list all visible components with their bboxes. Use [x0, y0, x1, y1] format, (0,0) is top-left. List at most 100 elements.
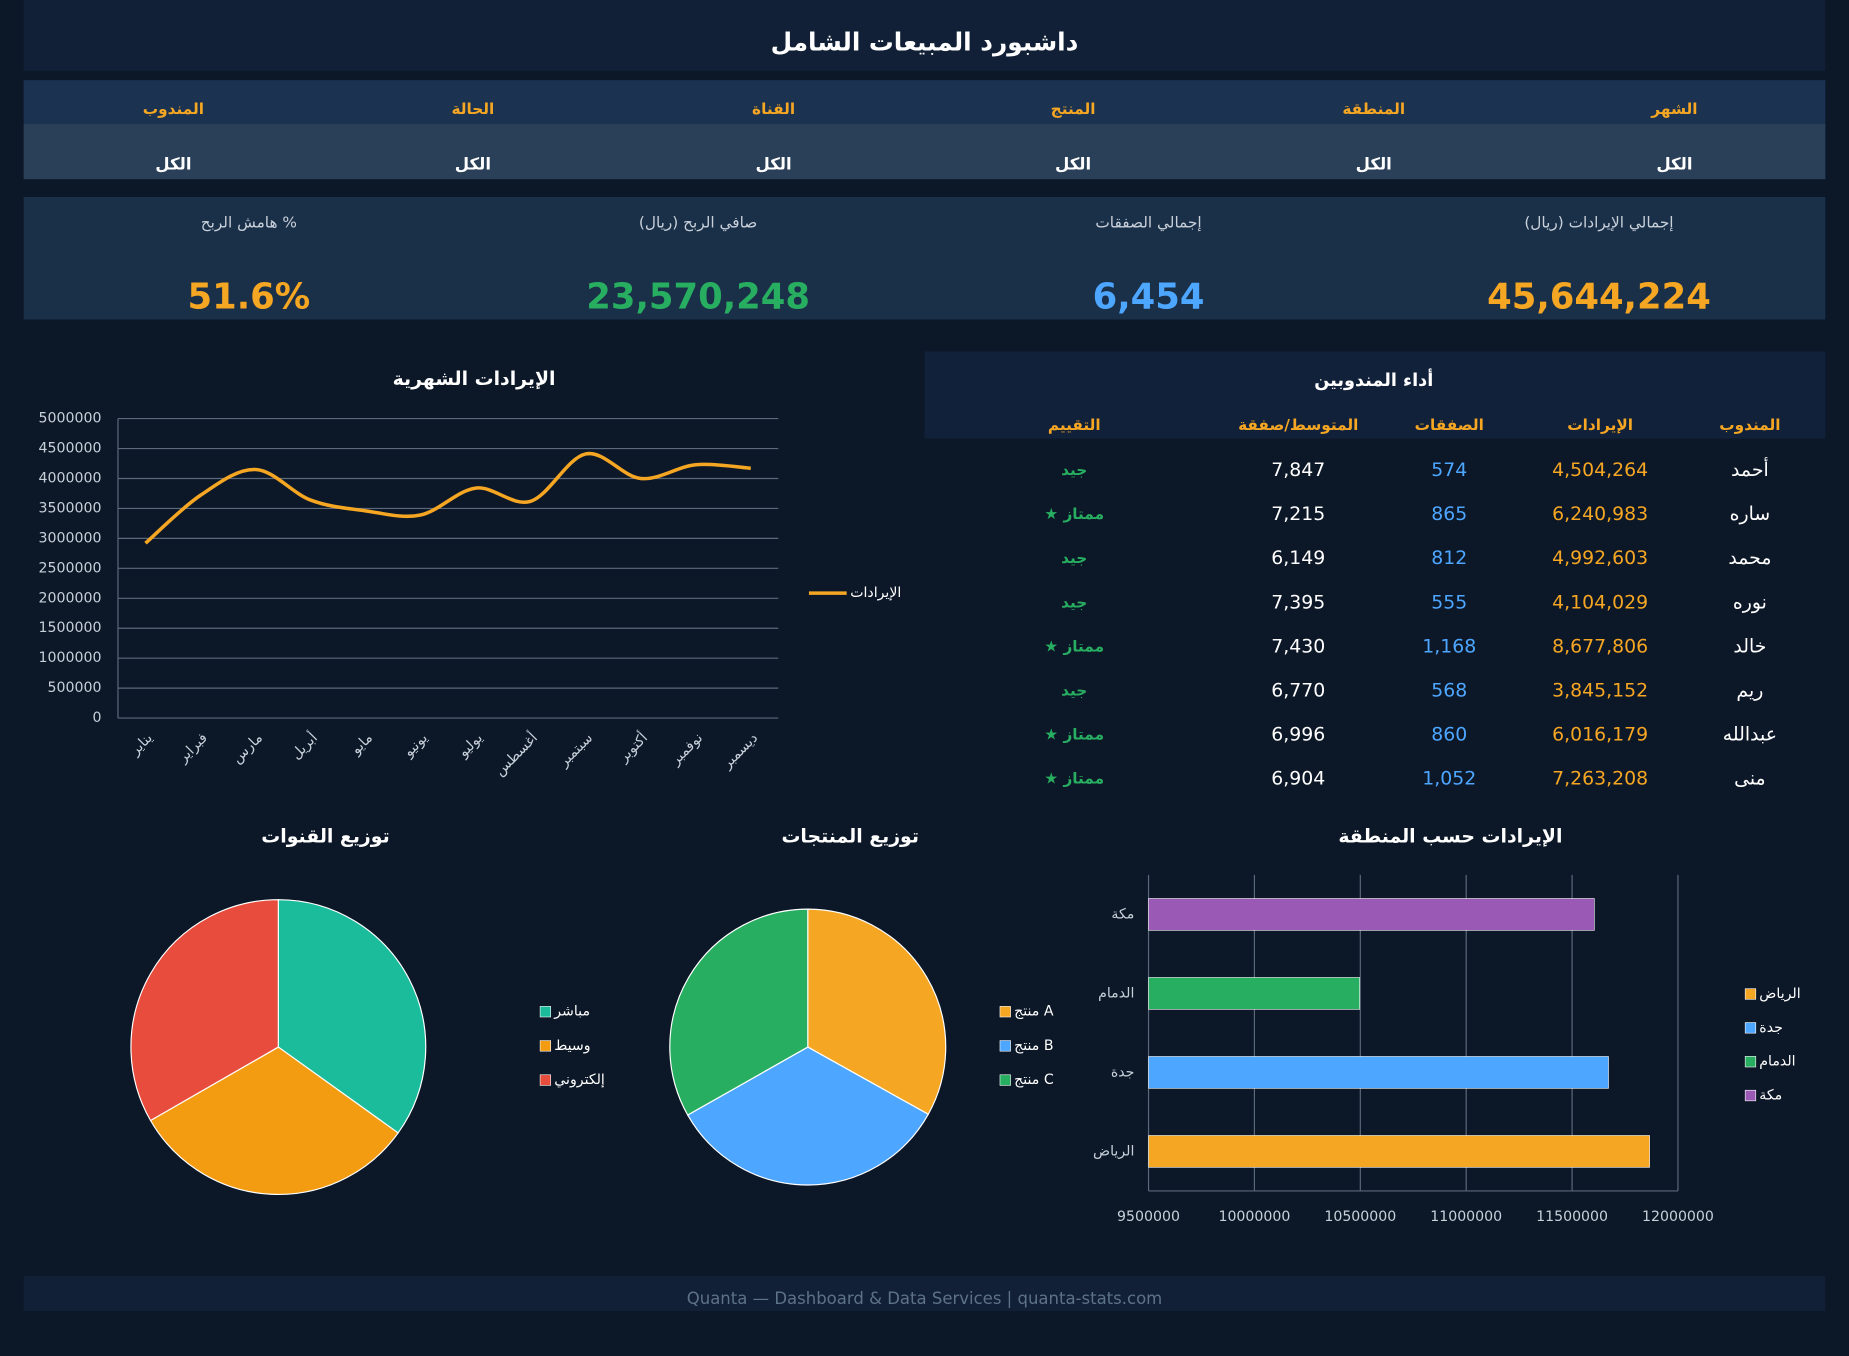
y-tick-label: 3000000	[39, 530, 102, 546]
table-cell: ممتاز ★	[1044, 505, 1104, 523]
table-cell: عبدالله	[1723, 724, 1777, 746]
x-tick-label: 10500000	[1324, 1209, 1396, 1225]
bar	[1148, 898, 1595, 931]
table-cell: 568	[1431, 679, 1467, 701]
legend-label: الإيرادات	[850, 585, 901, 601]
table-cell: 6,016,179	[1552, 724, 1648, 746]
legend-label: وسيط	[554, 1038, 590, 1054]
kpi-label: إجمالي الإيرادات (ريال)	[1524, 213, 1673, 232]
legend-label: مباشر	[553, 1004, 590, 1020]
page-title: داشبورد المبيعات الشامل	[771, 28, 1079, 58]
pie-slice	[807, 908, 947, 1116]
legend-swatch	[1744, 988, 1757, 1000]
x-tick-label: 10000000	[1218, 1209, 1290, 1225]
table-cell: ريم	[1736, 679, 1763, 701]
filter-label: المنطقة	[1342, 100, 1405, 118]
bar	[1148, 977, 1360, 1010]
table-cell: 1,052	[1422, 768, 1476, 790]
table-cell: 6,996	[1271, 724, 1325, 746]
filter-label: القناة	[752, 100, 795, 118]
table-cell: جيد	[1061, 549, 1087, 567]
legend-swatch	[999, 1006, 1011, 1018]
filter-value[interactable]: الكل	[1055, 155, 1091, 174]
table-header-panel	[924, 351, 1826, 439]
filter-value[interactable]: الكل	[1356, 155, 1392, 174]
table-cell: 8,677,806	[1552, 635, 1648, 657]
kpi-label: إجمالي الصفقات	[1095, 213, 1201, 232]
legend-swatch	[539, 1040, 552, 1052]
table-cell: جيد	[1061, 593, 1087, 611]
line-series	[144, 451, 751, 545]
table-cell: 6,240,983	[1552, 503, 1648, 525]
y-tick-label: الدمام	[1098, 985, 1134, 1001]
legend-swatch	[999, 1074, 1011, 1086]
table-cell: ممتاز ★	[1044, 770, 1104, 788]
y-tick-label: مكة	[1111, 906, 1134, 922]
legend-swatch	[539, 1074, 552, 1086]
table-cell: 7,430	[1271, 635, 1325, 657]
filter-label: المندوب	[143, 100, 204, 118]
table-title: أداء المندوبين	[1314, 368, 1433, 391]
table-cell: جيد	[1061, 461, 1087, 479]
table-cell: جيد	[1061, 681, 1087, 699]
footer-bar	[23, 1275, 1826, 1312]
x-tick-label: 11500000	[1536, 1209, 1608, 1225]
y-tick-label: الرياض	[1093, 1143, 1134, 1159]
kpi-value: 51.6%	[188, 276, 311, 317]
pie-slice	[130, 899, 279, 1122]
y-tick-label: 1000000	[39, 650, 102, 666]
table-cell: 4,992,603	[1552, 547, 1648, 569]
legend-label: منتج C	[1014, 1072, 1054, 1088]
legend-label: الدمام	[1759, 1054, 1795, 1070]
y-tick-label: 1500000	[39, 620, 102, 636]
x-tick-label: 12000000	[1642, 1209, 1714, 1225]
kpi-value: 6,454	[1093, 276, 1205, 317]
legend-label: جدة	[1759, 1020, 1783, 1036]
y-tick-label: 2000000	[39, 590, 102, 606]
table-cell: 7,215	[1271, 503, 1325, 525]
table-cell: 860	[1431, 724, 1467, 746]
table-cell: أحمد	[1731, 457, 1769, 481]
y-tick-label: 5000000	[39, 411, 102, 427]
table-cell: 3,845,152	[1552, 679, 1648, 701]
table-cell: ممتاز ★	[1044, 726, 1104, 744]
table-header: الصفقات	[1415, 416, 1484, 434]
filter-value-row	[23, 123, 1826, 180]
legend-swatch	[1744, 1056, 1757, 1068]
table-cell: منى	[1734, 768, 1766, 790]
legend-label: منتج A	[1014, 1004, 1054, 1020]
filter-value[interactable]: الكل	[1656, 155, 1692, 174]
table-header: التقييم	[1048, 416, 1101, 434]
table-cell: خالد	[1733, 635, 1766, 657]
legend-swatch	[539, 1006, 552, 1018]
x-tick-label: 11000000	[1430, 1209, 1502, 1225]
table-cell: 6,149	[1271, 547, 1325, 569]
legend-label: مكة	[1759, 1088, 1782, 1104]
table-cell: 4,504,264	[1552, 459, 1648, 481]
legend-label: الرياض	[1759, 986, 1800, 1002]
legend-swatch	[1744, 1022, 1757, 1034]
y-tick-label: 0	[92, 710, 101, 726]
filter-value[interactable]: الكل	[155, 155, 191, 174]
legend-label: منتج B	[1014, 1038, 1053, 1054]
table-cell: 7,263,208	[1552, 768, 1648, 790]
filter-label: الشهر	[1650, 100, 1697, 118]
chart-title: توزيع المنتجات	[781, 826, 919, 848]
filter-value[interactable]: الكل	[755, 155, 791, 174]
table-cell: 6,770	[1271, 679, 1325, 701]
table-cell: 6,904	[1271, 768, 1325, 790]
y-tick-label: 4500000	[39, 441, 102, 457]
table-cell: 574	[1431, 459, 1467, 481]
table-header: المتوسط/صفقة	[1238, 416, 1358, 434]
table-cell: 7,847	[1271, 459, 1325, 481]
table-header: المندوب	[1719, 416, 1780, 434]
pie-slice	[149, 1046, 399, 1196]
kpi-label: صافي الربح (ريال)	[639, 213, 757, 232]
legend-label: إلكتروني	[554, 1072, 605, 1088]
filter-value[interactable]: الكل	[455, 155, 491, 174]
chart-title: الإيرادات حسب المنطقة	[1338, 826, 1562, 848]
kpi-panel	[23, 196, 1826, 320]
table-cell: 812	[1431, 547, 1467, 569]
